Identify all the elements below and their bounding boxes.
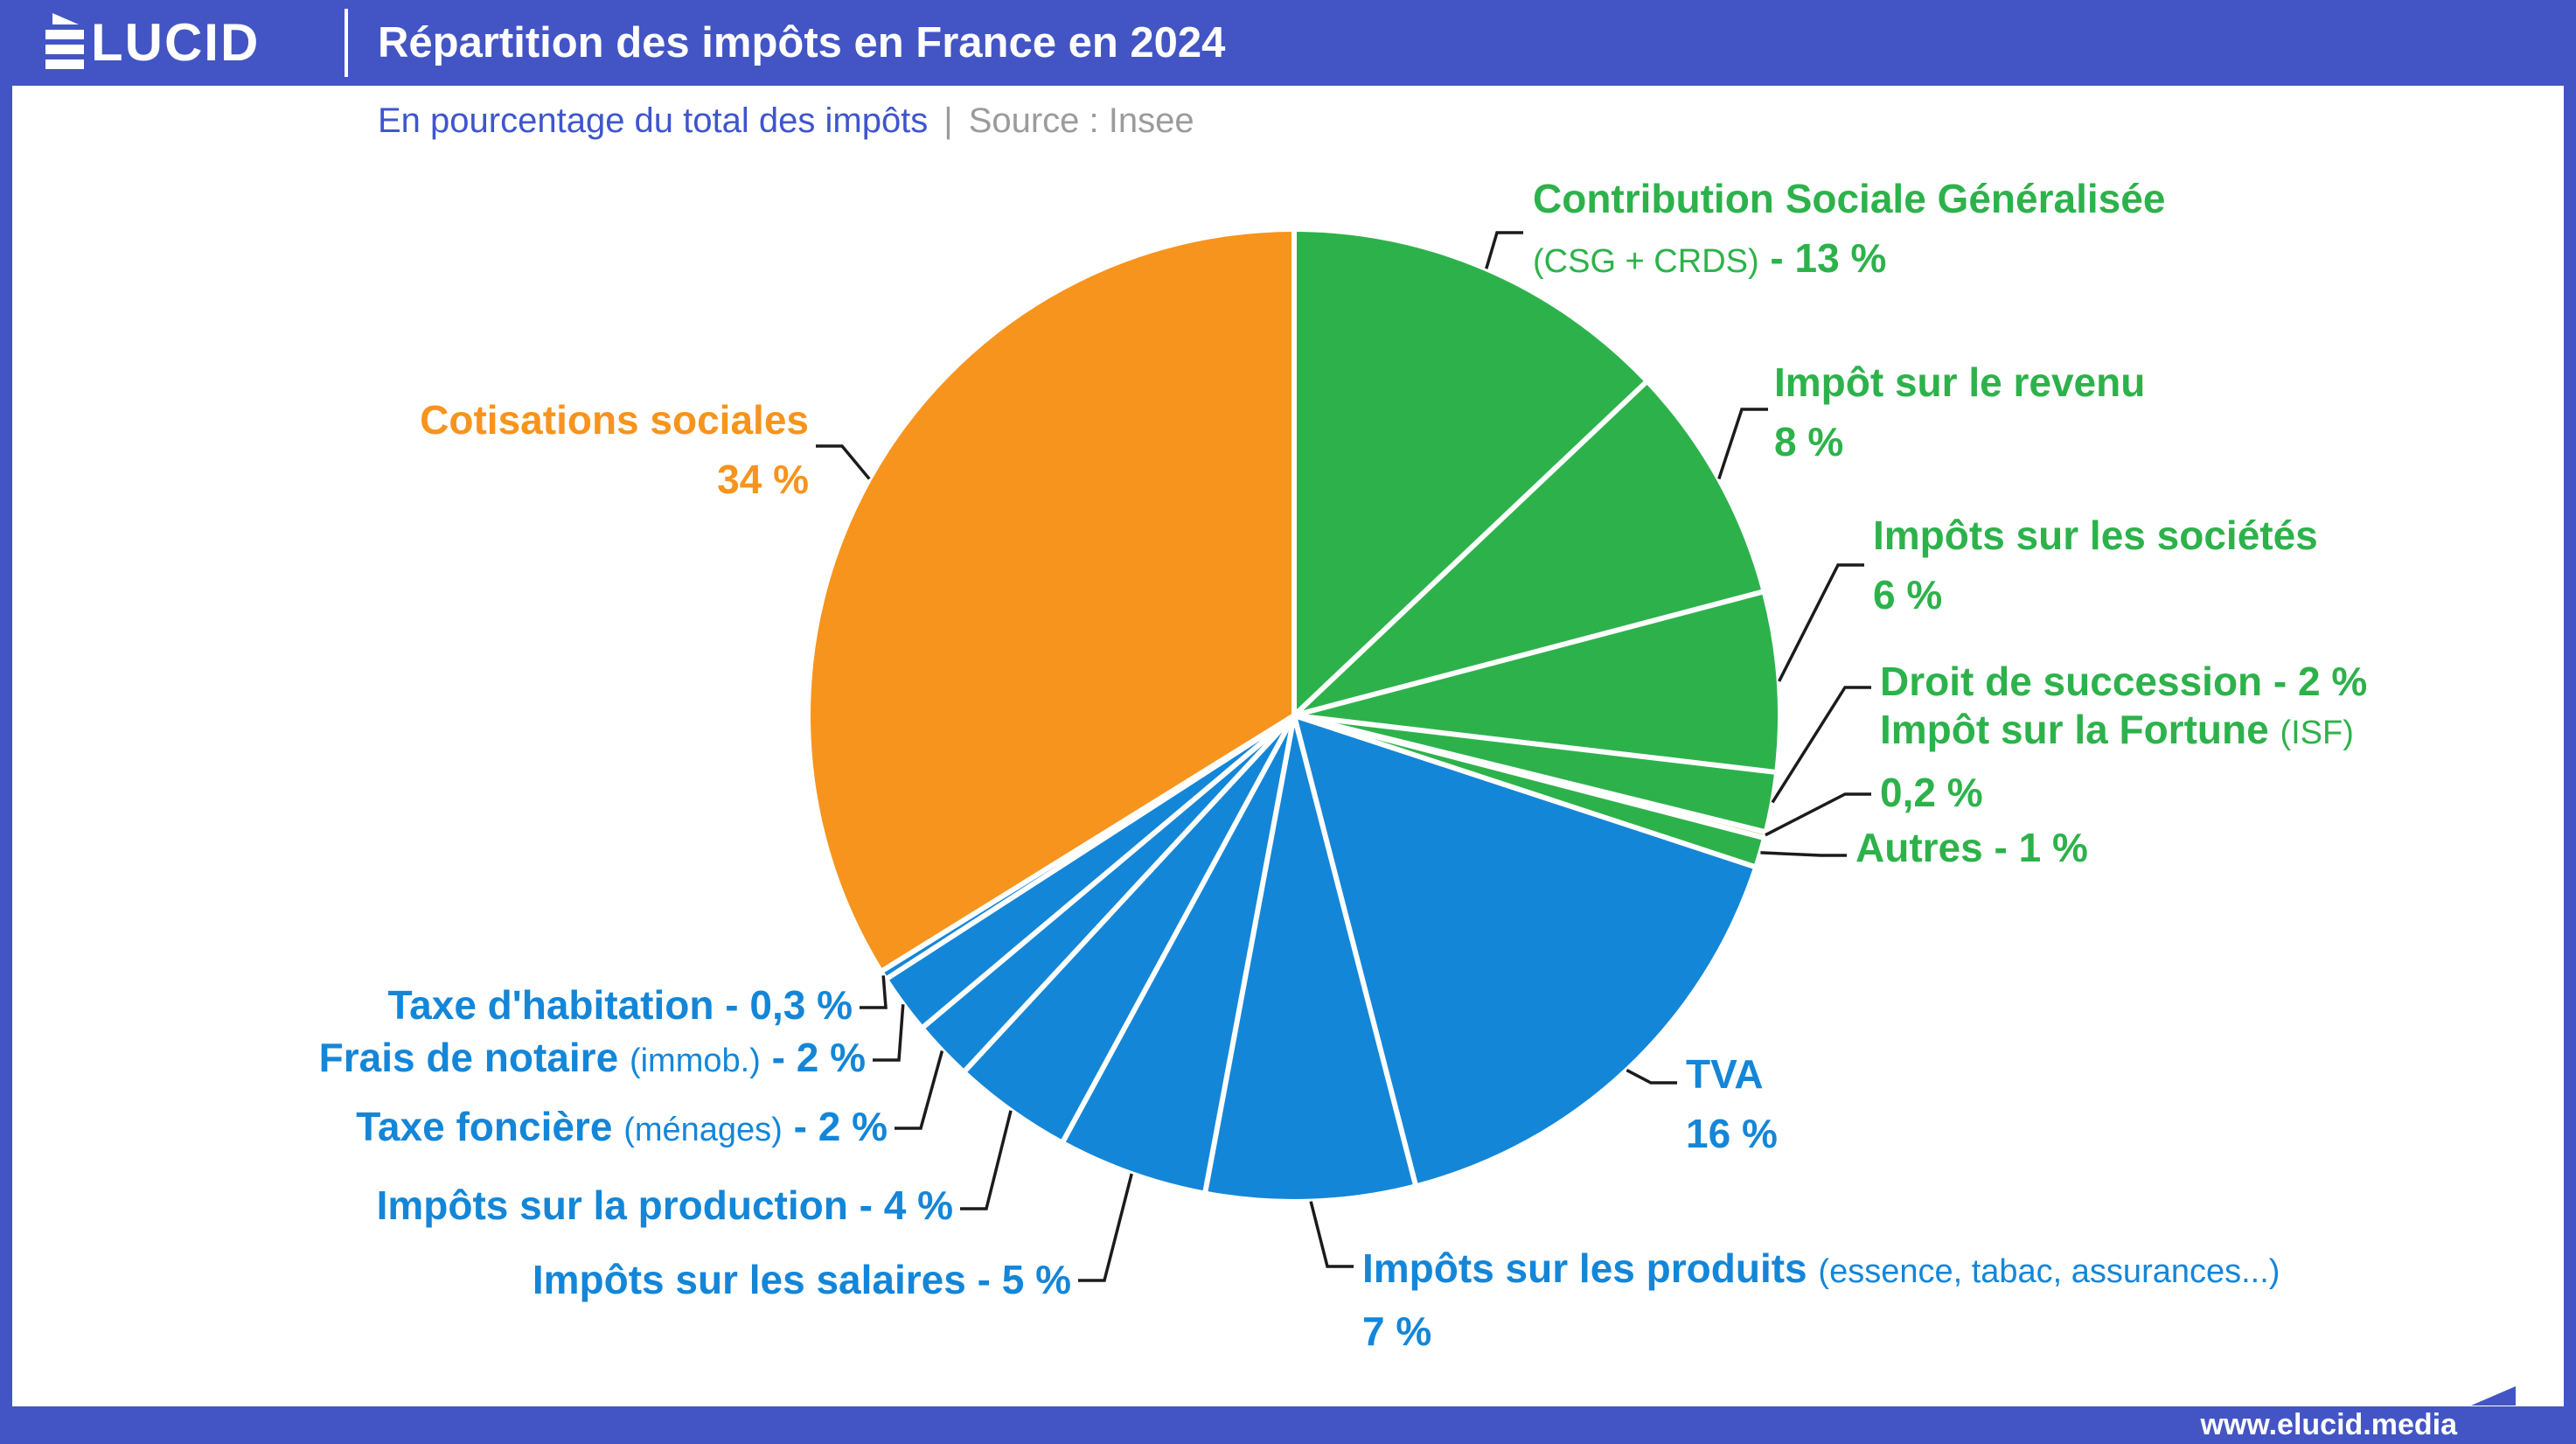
label-notaire: Frais de notaire (immob.) - 2 % [318, 1035, 866, 1080]
slice-divider [1293, 713, 1764, 841]
subtitle-source: Source : Insee [968, 101, 1194, 140]
pie-slice-tva [1294, 715, 1754, 1184]
subtitle: En pourcentage du total des impôts | Sourc… [378, 98, 1194, 143]
frame-border-right [2564, 86, 2576, 1406]
slice-divider [1293, 589, 1764, 718]
leader-line-produits [1309, 1201, 1354, 1268]
frame-border-left [0, 86, 12, 1406]
label-tva: TVA 16 % [1686, 1051, 1778, 1156]
slice-divider [1293, 713, 1756, 869]
label-fonciere: Taxe foncière (ménages) - 2 % [356, 1104, 888, 1149]
leader-line-revenu [1717, 408, 1768, 480]
leader-line-fonciere [895, 1050, 944, 1130]
pie-slice-societes [1294, 591, 1778, 772]
slice-divider [1061, 714, 1297, 1143]
label-habitation: Taxe d'habitation - 0,3 % [387, 982, 853, 1028]
leader-line-production [960, 1110, 1013, 1210]
slice-divider [1291, 715, 1418, 1186]
leader-line-autres [1760, 851, 1847, 857]
label-succession: Droit de succession - 2 % [1880, 659, 2368, 704]
label-cotisations: Cotisations sociales 34 % [420, 397, 809, 502]
pie-slice-cotisations [810, 232, 1294, 971]
label-produits: Impôts sur les produits (essence, tabac,… [1362, 1245, 2280, 1354]
slice-divider [1202, 715, 1297, 1193]
leader-line-tva [1626, 1068, 1677, 1085]
pie-slice-fonciere [923, 715, 1294, 1071]
slice-divider [1293, 713, 1776, 775]
pie-slice-csg [1294, 232, 1646, 715]
label-societes: Impôts sur les sociétés 6 % [1873, 513, 2318, 617]
pie-slice-production [965, 715, 1294, 1141]
slice-divider [963, 713, 1297, 1073]
footer-url: www.elucid.media [2200, 1408, 2457, 1441]
logo-separator [345, 9, 348, 77]
label-isf: Impôt sur la Fortune (ISF) 0,2 % [1880, 707, 2354, 815]
slice-divider [921, 713, 1296, 1029]
slice-divider [1291, 380, 1648, 718]
leader-line-societes [1778, 563, 1864, 682]
leader-line-isf [1765, 792, 1871, 837]
pie-slice-notaire [888, 715, 1294, 1027]
label-production: Impôts sur la production - 4 % [376, 1182, 953, 1228]
label-csg: Contribution Sociale Généralisée (CSG + … [1533, 176, 2166, 281]
leader-line-csg [1485, 231, 1523, 269]
pie-slice-salaires [1063, 715, 1294, 1191]
footer-bar [0, 1406, 2576, 1444]
elucid-logo: LUCID [45, 0, 260, 86]
leader-line-habitation [860, 975, 888, 1009]
label-salaires: Impôts sur les salaires - 5 % [532, 1257, 1071, 1302]
elucid-logo-text: LUCID [91, 13, 261, 72]
page-title: Répartition des impôts en France en 2024 [378, 19, 1226, 66]
leader-line-cotisations [816, 444, 871, 480]
header-bar: LUCID Répartition des impôts en France e… [0, 0, 2576, 86]
leader-line-succession [1771, 686, 1871, 804]
label-autres: Autres - 1 % [1855, 825, 2088, 870]
leader-line-notaire [873, 1004, 905, 1062]
label-revenu: Impôt sur le revenu 8 % [1774, 359, 2146, 464]
leader-line-salaires [1078, 1173, 1133, 1282]
elucid-logo-e-icon [45, 13, 84, 69]
subtitle-text: En pourcentage du total des impôts [378, 101, 929, 140]
pie-slice-produits [1205, 715, 1416, 1199]
pie-slice-revenu [1294, 382, 1762, 715]
subtitle-separator: | [943, 101, 953, 140]
slice-divider [881, 713, 1296, 973]
